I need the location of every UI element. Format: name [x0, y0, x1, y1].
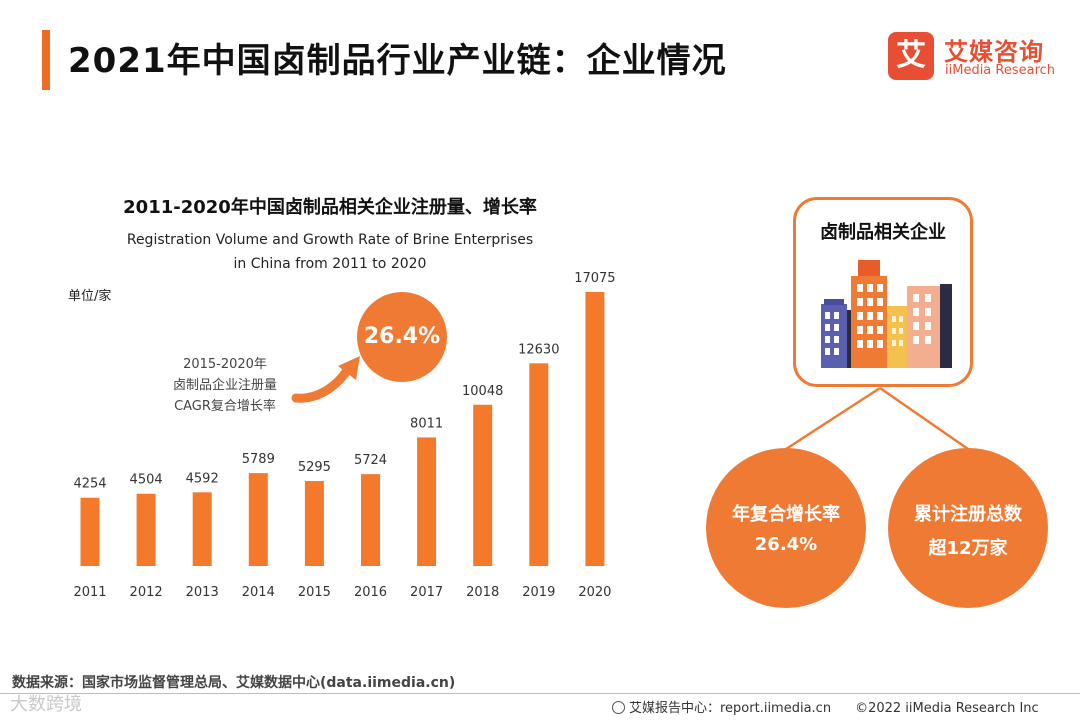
- logo-name-cn: 艾媒咨询: [944, 38, 1044, 66]
- bar-value-label: 10048: [462, 384, 503, 399]
- title-accent-bar: [42, 30, 50, 90]
- logo-name-en: iiMedia Research: [945, 63, 1056, 78]
- bar-value-label: 5724: [354, 453, 387, 468]
- bar-value-label: 5789: [242, 452, 275, 467]
- x-tick-label: 2017: [410, 585, 443, 600]
- x-tick-label: 2019: [522, 585, 555, 600]
- stat-circle-cagr: 年复合增长率 26.4%: [706, 448, 866, 608]
- cagr-note: 2015-2020年 卤制品企业注册量 CAGR复合增长率: [155, 354, 295, 417]
- bar-2015: [304, 481, 324, 566]
- bar-value-label: 4254: [73, 477, 106, 492]
- chart-subtitle: Registration Volume and Growth Rate of B…: [40, 228, 620, 276]
- stat-total-value: 超12万家: [928, 538, 1008, 559]
- cagr-bubble: 26.4%: [357, 292, 447, 382]
- page-title: 2021年中国卤制品行业产业链：企业情况: [68, 41, 727, 81]
- connector-right: [879, 386, 969, 451]
- bar-2011: [80, 497, 100, 566]
- footer-divider: [0, 693, 1080, 694]
- stat-total-label: 累计注册总数: [914, 504, 1022, 525]
- report-center-link[interactable]: 艾媒报告中心：report.iimedia.cn: [629, 701, 832, 716]
- chart-subtitle-line-1: Registration Volume and Growth Rate of B…: [126, 232, 534, 248]
- side-panel-title: 卤制品相关企业: [820, 222, 946, 243]
- x-tick-label: 2014: [242, 585, 275, 600]
- bar-2018: [473, 404, 493, 566]
- stat-circle-total: 累计注册总数 超12万家: [888, 448, 1048, 608]
- globe-icon: [612, 701, 625, 714]
- logo-mark-icon: 艾: [888, 32, 934, 80]
- bar-2014: [248, 473, 268, 566]
- x-tick-label: 2020: [578, 585, 611, 600]
- bar-value-label: 4504: [130, 473, 163, 488]
- bar-2019: [529, 363, 549, 566]
- bar-value-label: 8011: [410, 416, 443, 431]
- bar-2016: [361, 474, 380, 566]
- side-panel-box: 卤制品相关企业: [793, 197, 973, 387]
- chart-subtitle-line-2: in China from 2011 to 2020: [233, 256, 427, 272]
- cagr-note-line-2: 卤制品企业注册量: [172, 378, 277, 393]
- bar-2013: [192, 492, 212, 566]
- stat-cagr-value: 26.4%: [754, 534, 818, 555]
- bar-value-label: 17075: [574, 271, 615, 286]
- brand-logo: 艾 艾媒咨询 iiMedia Research: [888, 32, 1068, 84]
- x-tick-label: 2016: [354, 585, 387, 600]
- bar-2017: [417, 437, 437, 566]
- x-tick-label: 2013: [186, 585, 219, 600]
- bar-value-label: 12630: [518, 342, 559, 357]
- data-source: 数据来源：国家市场监督管理总局、艾媒数据中心(data.iimedia.cn): [12, 675, 456, 691]
- chart-title: 2011-2020年中国卤制品相关企业注册量、增长率: [123, 197, 537, 218]
- connector-left: [785, 386, 881, 451]
- unit-label: 单位/家: [68, 289, 112, 304]
- stat-cagr-label: 年复合增长率: [732, 504, 840, 525]
- x-tick-label: 2018: [466, 585, 499, 600]
- x-tick-label: 2011: [73, 585, 106, 600]
- buildings-icon: [821, 260, 952, 368]
- cagr-arrow-head-icon: [338, 356, 360, 380]
- x-tick-label: 2012: [130, 585, 163, 600]
- cagr-arrow-icon: [291, 367, 351, 403]
- bar-2020: [585, 292, 605, 566]
- cagr-note-line-3: CAGR复合增长率: [174, 399, 276, 414]
- cagr-note-line-1: 2015-2020年: [183, 357, 267, 372]
- x-tick-label: 2015: [298, 585, 331, 600]
- bar-value-label: 4592: [186, 471, 219, 486]
- bar-value-label: 5295: [298, 460, 331, 475]
- footer-right: 艾媒报告中心：report.iimedia.cn ©2022 iiMedia Re…: [612, 697, 1039, 716]
- copyright: ©2022 iiMedia Research Inc: [855, 701, 1039, 716]
- bar-2012: [136, 493, 156, 566]
- watermark: 大数跨境: [10, 694, 82, 715]
